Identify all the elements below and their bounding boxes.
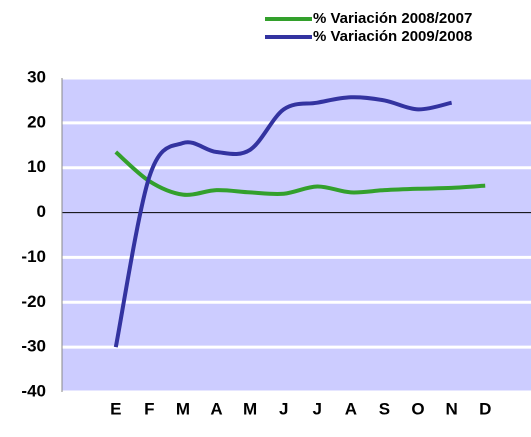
x-tick-label: M xyxy=(243,399,257,418)
plot-area xyxy=(62,78,531,392)
series-line xyxy=(114,150,486,197)
x-tick-label: O xyxy=(411,399,424,418)
y-tick-label: -30 xyxy=(21,337,46,356)
y-tick-label: -10 xyxy=(21,247,46,266)
x-tick-label: A xyxy=(345,399,357,418)
x-tick-label: J xyxy=(279,399,288,418)
series-line xyxy=(113,95,453,348)
x-tick-label: N xyxy=(445,399,457,418)
y-tick-label: -40 xyxy=(21,381,46,400)
y-tick-label: 30 xyxy=(27,67,46,86)
legend-label: % Variación 2009/2008 xyxy=(313,28,472,45)
x-tick-label: A xyxy=(210,399,222,418)
y-tick-label: -20 xyxy=(21,292,46,311)
x-tick-label: S xyxy=(379,399,390,418)
legend-label: % Variación 2008/2007 xyxy=(313,10,472,27)
y-tick-label: 10 xyxy=(27,157,46,176)
x-tick-label: J xyxy=(313,399,322,418)
y-tick-label: 0 xyxy=(37,202,46,221)
y-tick-label: 20 xyxy=(27,112,46,131)
x-tick-label: D xyxy=(479,399,491,418)
x-tick-label: E xyxy=(110,399,121,418)
x-tick-label: M xyxy=(176,399,190,418)
x-tick-label: F xyxy=(144,399,154,418)
